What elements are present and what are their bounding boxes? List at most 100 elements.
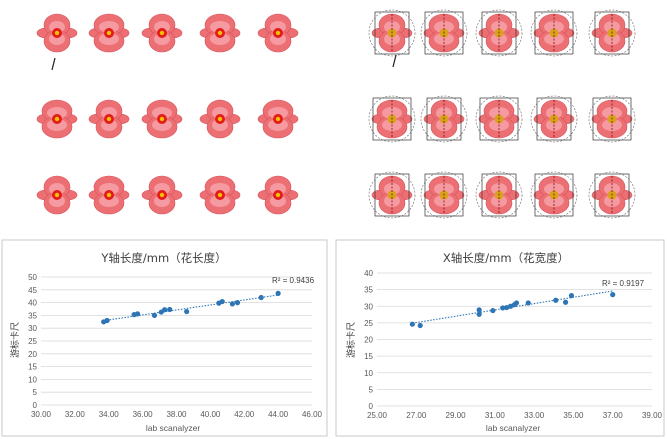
- data-point: [234, 300, 241, 306]
- flower-photo: [36, 99, 78, 139]
- flower-photo: [36, 175, 78, 215]
- x-tick-label: 35.00: [563, 411, 584, 420]
- bounding-box: [592, 97, 632, 141]
- flower-photo: [371, 175, 413, 215]
- flower-photo: [141, 13, 183, 53]
- bounding-box: [424, 11, 464, 55]
- bounding-circle: [420, 9, 468, 57]
- x-tick-label: 37.00: [603, 411, 624, 420]
- y-tick-label: 30: [364, 302, 373, 311]
- flower-photo: [591, 99, 633, 139]
- data-point: [275, 290, 281, 296]
- y-axis-title: 游标卡尺: [9, 322, 21, 358]
- bounding-circle: [588, 95, 636, 143]
- bounding-circle: [420, 95, 468, 143]
- x-tick-label: 39.00: [642, 411, 663, 420]
- pointer-mark: [392, 54, 397, 68]
- x-tick-label: 27.00: [406, 411, 427, 420]
- bounding-circle: [475, 9, 523, 57]
- flower-photo: [199, 99, 241, 139]
- y-tick-label: 25: [28, 337, 37, 346]
- x-axis-title: lab scanalyzer: [146, 423, 201, 433]
- flower-photo: [423, 99, 465, 139]
- bounding-circle: [588, 9, 636, 57]
- bounding-circle: [530, 95, 578, 143]
- bounding-circle: [368, 171, 416, 219]
- bounding-box: [374, 173, 410, 217]
- flower-photo-grid-annotated: [368, 9, 636, 219]
- bounding-box: [426, 97, 462, 141]
- flower-photo: [371, 13, 413, 53]
- bounding-circle: [588, 171, 636, 219]
- bounding-box: [481, 11, 517, 55]
- flower-photo-grid-raw: [36, 13, 299, 215]
- bounding-box: [534, 173, 574, 217]
- chart-panel-width: X轴长度/mm（花宽度） 0 5 10 15 20 25 30 35 40 25.00 27.00 2…: [335, 239, 665, 437]
- data-point: [568, 293, 575, 299]
- x-tick-label: 46.00: [302, 410, 323, 419]
- x-tick-label: 30.00: [31, 410, 52, 419]
- y-tick-label: 50: [28, 273, 37, 282]
- flower-photo: [423, 175, 465, 215]
- bounding-circle: [475, 95, 523, 143]
- flower-photo: [478, 13, 520, 53]
- data-point: [219, 298, 225, 305]
- x-tick-label: 29.00: [446, 411, 467, 420]
- y-tick-label: 35: [364, 286, 373, 295]
- data-point: [504, 304, 510, 311]
- trendline: [412, 290, 613, 324]
- y-tick-label: 40: [28, 299, 37, 308]
- data-point: [476, 311, 482, 317]
- data-point: [134, 311, 141, 317]
- bounding-box: [594, 11, 630, 55]
- data-point: [525, 300, 531, 306]
- bounding-box: [372, 97, 412, 141]
- bounding-circle: [475, 171, 523, 219]
- x-tick-label: 34.00: [99, 410, 120, 419]
- r-squared-label: R² = 0.9197: [602, 279, 645, 288]
- flower-photo: [36, 13, 78, 53]
- y-tick-label: 10: [28, 375, 37, 384]
- bounding-box: [481, 173, 517, 217]
- y-tick-label: 25: [364, 319, 373, 328]
- data-point: [167, 306, 173, 313]
- flower-photo: [591, 175, 633, 215]
- x-tick-label: 40.00: [200, 410, 221, 419]
- bounding-circle: [420, 171, 468, 219]
- data-point: [553, 297, 559, 303]
- chart-title: Y轴长度/mm（花长度）: [100, 251, 226, 265]
- trendline: [103, 294, 279, 322]
- y-axis-title: 游标卡尺: [345, 322, 357, 358]
- r-squared-label: R² = 0.9436: [272, 276, 315, 285]
- flower-photo: [257, 13, 299, 53]
- flower-photo: [257, 175, 299, 215]
- chart-panel-length: Y轴长度/mm（花长度） 0 5 10 15 20 25 30 35 40 45 50 30.00 32…: [1, 239, 328, 437]
- flower-photo: [199, 175, 241, 215]
- x-tick-label: 44.00: [268, 410, 289, 419]
- bounding-circle: [530, 9, 578, 57]
- flower-photo: [257, 99, 299, 139]
- data-point: [513, 300, 520, 306]
- data-point: [104, 317, 110, 324]
- y-tick-label: 15: [28, 363, 37, 372]
- data-point: [258, 294, 264, 301]
- flower-photo: [478, 99, 520, 139]
- flower-photo: [88, 13, 130, 53]
- bounding-box: [424, 173, 464, 217]
- y-tick-label: 45: [28, 286, 37, 295]
- data-point: [151, 312, 158, 318]
- x-axis-title: lab scanalyzer: [486, 423, 541, 433]
- y-tick-label: 10: [364, 369, 373, 378]
- flower-photo: [88, 175, 130, 215]
- data-point: [562, 299, 569, 305]
- bounding-circle: [530, 171, 578, 219]
- data-point: [507, 303, 514, 309]
- y-tick-label: 35: [28, 311, 37, 320]
- y-tick-label: 0: [369, 402, 374, 411]
- data-point: [417, 322, 423, 329]
- flower-photo: [591, 13, 633, 53]
- data-point: [476, 307, 482, 313]
- bounding-box: [534, 11, 574, 55]
- flower-photo: [533, 99, 575, 139]
